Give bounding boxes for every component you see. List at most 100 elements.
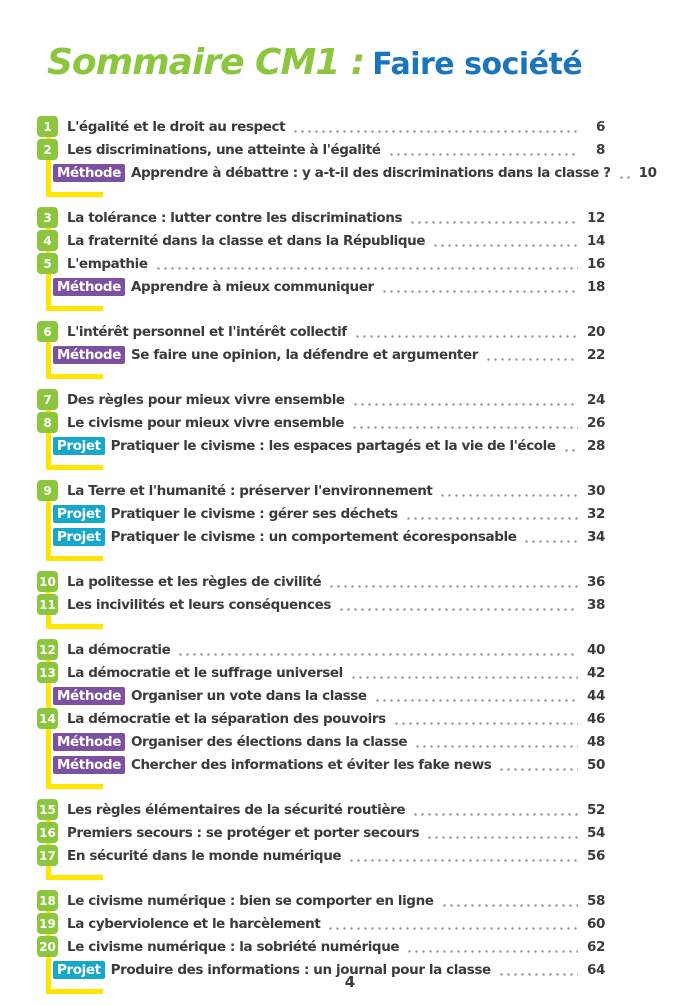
toc-sub-entry: Méthode Se faire une opinion, la défendre… (53, 343, 605, 366)
page-subtitle: Faire société (372, 47, 583, 82)
group-highlight-bracket-horizontal (46, 989, 103, 994)
dotted-leader (351, 402, 578, 406)
entry-title: La Terre et l'humanité : préserver l'env… (67, 482, 433, 499)
chapter-number-badge: 19 (37, 913, 58, 934)
toc-entry: 13 La démocratie et le suffrage universel… (37, 661, 605, 684)
toc-entry: 17 En sécurité dans le monde numérique 56 (37, 844, 605, 867)
entry-title: Les règles élémentaires de la sécurité r… (67, 801, 406, 818)
entry-title: La politesse et les règles de civilité (67, 573, 322, 590)
toc-sub-entry: Projet Pratiquer le civisme : les espaces… (53, 434, 605, 457)
toc-group: 10 La politesse et les règles de civilité… (37, 570, 605, 629)
page-title: Sommaire CM1 : (47, 42, 365, 83)
group-highlight-bracket-horizontal (46, 556, 103, 561)
chapter-number-badge: 3 (37, 207, 58, 228)
dotted-leader (497, 972, 578, 976)
entry-page-number: 40 (587, 641, 605, 658)
toc-group: 18 Le civisme numérique : bien se comport… (37, 889, 605, 994)
dotted-leader (373, 698, 578, 702)
chapter-number-badge: 9 (37, 480, 58, 501)
toc-entry: 19 La cyberviolence et le harcèlement 60 (37, 912, 605, 935)
chapter-number-badge: 8 (37, 412, 58, 433)
dotted-leader (328, 584, 578, 588)
entry-page-number: 50 (587, 756, 605, 773)
entry-page-number: 58 (587, 892, 605, 909)
entry-page-number: 22 (587, 346, 605, 363)
page-footer: 4 (0, 973, 700, 991)
entry-title: La démocratie (67, 641, 171, 658)
dotted-leader (349, 675, 578, 679)
entry-title: La tolérance : lutter contre les discrim… (67, 209, 403, 226)
toc-sub-entry: Méthode Apprendre à mieux communiquer 18 (53, 275, 605, 298)
entry-title: Pratiquer le civisme : un comportement é… (110, 528, 517, 545)
chapter-number-badge: 2 (37, 139, 58, 160)
entry-title: L'égalité et le droit au respect (67, 118, 286, 135)
entry-title: Produire des informations : un journal p… (110, 961, 491, 978)
entry-title: L'intérêt personnel et l'intérêt collect… (67, 323, 347, 340)
dotted-leader (348, 858, 578, 862)
toc-entry: 6 L'intérêt personnel et l'intérêt collec… (37, 320, 605, 343)
toc-group: 1 L'égalité et le droit au respect 6 2 Les d… (37, 115, 657, 197)
entry-page-number: 28 (587, 437, 605, 454)
dotted-leader (380, 289, 578, 293)
toc-entry: 5 L'empathie 16 (37, 252, 605, 275)
toc-sub-entry: Projet Pratiquer le civisme : un comporte… (53, 525, 605, 548)
toc-entry: 14 La démocratie et la séparation des pou… (37, 707, 605, 730)
entry-page-number: 26 (587, 414, 605, 431)
methode-badge: Méthode (53, 732, 125, 751)
toc-entry: 3 La tolérance : lutter contre les discri… (37, 206, 605, 229)
entry-title: Premiers secours : se protéger et porter… (67, 824, 420, 841)
entry-page-number: 18 (587, 278, 605, 295)
toc-entry: 7 Des règles pour mieux vivre ensemble 24 (37, 388, 605, 411)
entry-page-number: 60 (587, 915, 605, 932)
entry-page-number: 46 (587, 710, 605, 727)
dotted-leader (498, 767, 578, 771)
chapter-number-badge: 10 (37, 571, 58, 592)
dotted-leader (177, 652, 578, 656)
methode-badge: Méthode (53, 755, 125, 774)
entry-page-number: 56 (587, 847, 605, 864)
page-header: Sommaire CM1 : Faire société (0, 0, 700, 83)
entry-page-number: 10 (638, 164, 657, 181)
entry-title: La démocratie et la séparation des pouvo… (67, 710, 386, 727)
chapter-number-badge: 6 (37, 321, 58, 342)
dotted-leader (432, 243, 578, 247)
dotted-leader (387, 152, 578, 156)
toc-group: 15 Les règles élémentaires de la sécurité… (37, 798, 605, 880)
toc-sub-entry: Méthode Chercher des informations et évit… (53, 753, 605, 776)
toc-entry: 10 La politesse et les règles de civilité… (37, 570, 605, 593)
dotted-leader (440, 903, 578, 907)
group-highlight-bracket-vertical (46, 481, 51, 560)
toc-entry: 11 Les incivilités et leurs conséquences 3… (37, 593, 605, 616)
projet-badge: Projet (53, 436, 105, 455)
chapter-number-badge: 4 (37, 230, 58, 251)
dotted-leader (484, 357, 578, 361)
dotted-leader (439, 493, 578, 497)
entry-page-number: 32 (587, 505, 605, 522)
toc-entry: 9 La Terre et l'humanité : préserver l'en… (37, 479, 605, 502)
group-highlight-bracket-horizontal (46, 875, 103, 880)
projet-badge: Projet (53, 504, 105, 523)
entry-page-number: 34 (587, 528, 605, 545)
toc-group: 9 La Terre et l'humanité : préserver l'en… (37, 479, 605, 561)
chapter-number-badge: 14 (37, 708, 58, 729)
toc-group: 3 La tolérance : lutter contre les discri… (37, 206, 605, 311)
toc-entry: 1 L'égalité et le droit au respect 6 (37, 115, 605, 138)
methode-badge: Méthode (53, 345, 125, 364)
entry-title: La cyberviolence et le harcèlement (67, 915, 321, 932)
toc-entry: 15 Les règles élémentaires de la sécurité… (37, 798, 605, 821)
group-highlight-bracket-horizontal (46, 784, 103, 789)
methode-badge: Méthode (53, 163, 125, 182)
entry-page-number: 42 (587, 664, 605, 681)
entry-page-number: 54 (587, 824, 605, 841)
methode-badge: Méthode (53, 277, 125, 296)
dotted-leader (392, 721, 578, 725)
methode-badge: Méthode (53, 686, 125, 705)
dotted-leader (353, 334, 578, 338)
entry-title: Organiser un vote dans la classe (130, 687, 367, 704)
toc-entry: 16 Premiers secours : se protéger et port… (37, 821, 605, 844)
entry-page-number: 6 (596, 118, 605, 135)
entry-page-number: 16 (587, 255, 605, 272)
projet-badge: Projet (53, 960, 105, 979)
dotted-leader (617, 175, 630, 179)
dotted-leader (338, 607, 578, 611)
